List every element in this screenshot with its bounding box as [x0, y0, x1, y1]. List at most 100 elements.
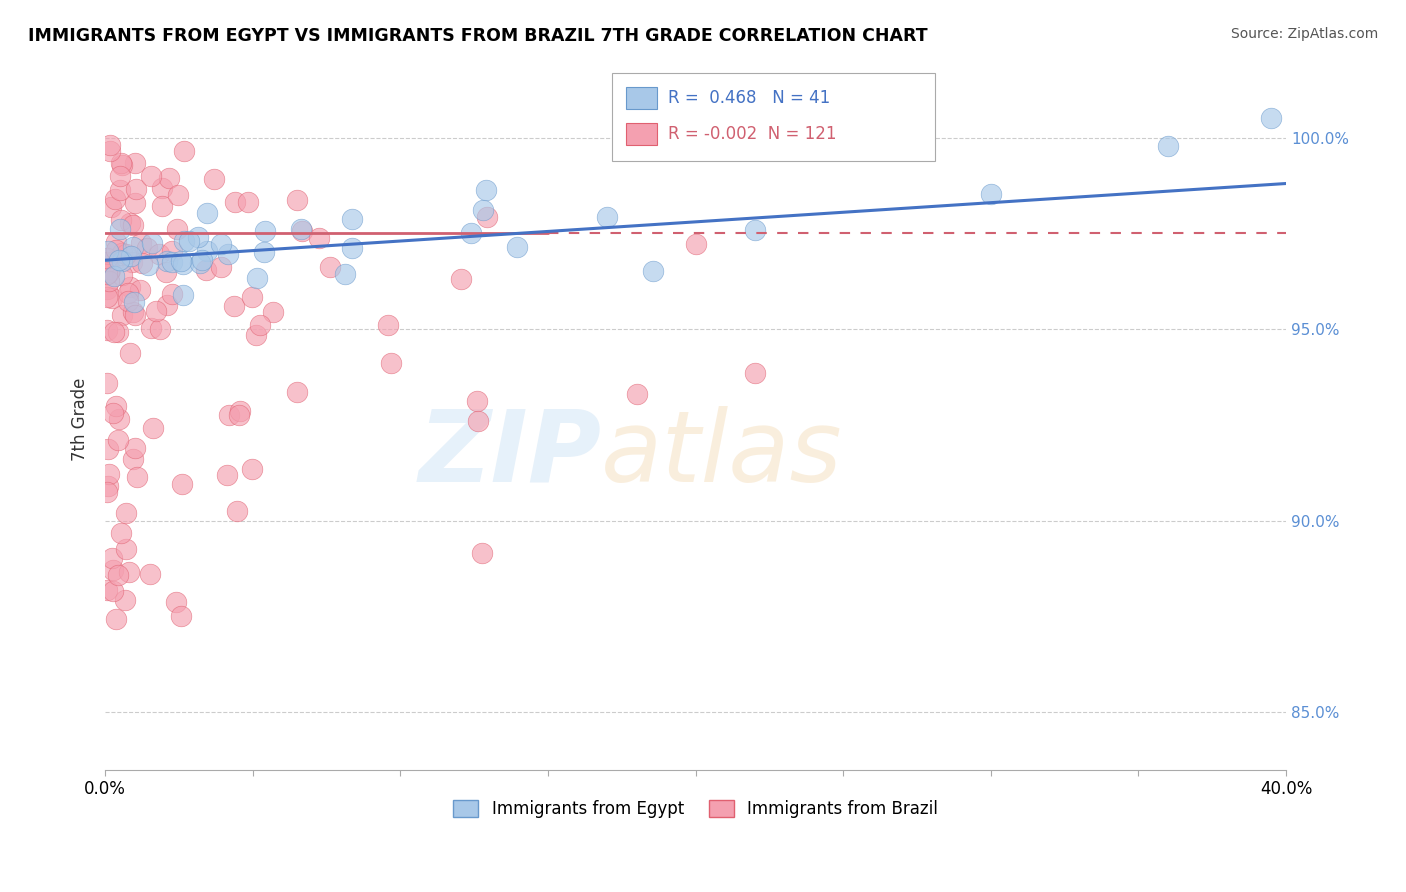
Point: [100, 138, 122, 153]
Point: [150, 180, 173, 194]
Point: [1157, 139, 1180, 153]
Point: [110, 246, 132, 260]
Point: [1260, 112, 1282, 126]
Point: [135, 241, 157, 255]
Point: [165, 595, 187, 609]
Point: [96, 267, 118, 281]
Point: [115, 246, 138, 260]
Point: [111, 308, 134, 322]
Point: [229, 404, 252, 418]
Point: [121, 255, 143, 269]
Text: IMMIGRANTS FROM EGYPT VS IMMIGRANTS FROM BRAZIL 7TH GRADE CORRELATION CHART: IMMIGRANTS FROM EGYPT VS IMMIGRANTS FROM…: [28, 27, 928, 45]
Point: [188, 256, 211, 270]
Point: [101, 291, 124, 305]
Point: [124, 294, 146, 309]
Point: [149, 321, 172, 335]
Point: [308, 231, 330, 245]
Point: [744, 223, 766, 237]
Point: [380, 356, 402, 370]
Point: [471, 203, 494, 218]
Point: [980, 187, 1002, 202]
Point: [209, 260, 232, 274]
Text: R = -0.002  N = 121: R = -0.002 N = 121: [668, 125, 837, 143]
Point: [145, 304, 167, 318]
Point: [107, 434, 129, 448]
Point: [246, 271, 269, 285]
Point: [335, 267, 357, 281]
Point: [114, 593, 136, 607]
Point: [96, 251, 118, 265]
Point: [100, 201, 122, 215]
Point: [187, 230, 209, 244]
Point: [641, 263, 664, 277]
Point: [97, 467, 120, 482]
Point: [131, 256, 153, 270]
Point: [340, 241, 363, 255]
Point: [262, 305, 284, 319]
Point: [105, 235, 128, 249]
Point: [103, 268, 125, 283]
Point: [108, 412, 131, 426]
Point: [465, 394, 488, 409]
Point: [96, 582, 118, 597]
Point: [340, 212, 363, 227]
Point: [142, 421, 165, 435]
Point: [685, 236, 707, 251]
Point: [136, 258, 159, 272]
Point: [190, 252, 212, 267]
Point: [475, 184, 498, 198]
Point: [118, 216, 141, 230]
Point: [107, 567, 129, 582]
Point: [236, 194, 259, 209]
Point: [195, 205, 218, 219]
Point: [470, 545, 492, 559]
Point: [224, 195, 246, 210]
Point: [107, 325, 129, 339]
Point: [103, 583, 125, 598]
Point: [139, 567, 162, 582]
Point: [114, 542, 136, 557]
Point: [245, 328, 267, 343]
Point: [226, 504, 249, 518]
Point: [744, 366, 766, 380]
Point: [460, 226, 482, 240]
Point: [103, 254, 125, 268]
Point: [117, 293, 139, 308]
Point: [150, 199, 173, 213]
Point: [98, 265, 121, 279]
Point: [290, 221, 312, 235]
Point: [110, 156, 132, 170]
Point: [96, 376, 118, 391]
Text: ZIP: ZIP: [418, 406, 602, 503]
Point: [319, 260, 342, 275]
Point: [124, 441, 146, 455]
Point: [96, 282, 118, 296]
Point: [104, 399, 127, 413]
Point: [124, 308, 146, 322]
Point: [450, 271, 472, 285]
Point: [173, 144, 195, 158]
Point: [120, 280, 142, 294]
Point: [156, 253, 179, 268]
Point: [162, 286, 184, 301]
Point: [96, 323, 118, 337]
Point: [110, 526, 132, 541]
Point: [108, 252, 131, 267]
Point: [98, 144, 121, 158]
Text: atlas: atlas: [602, 406, 842, 503]
Point: [170, 254, 193, 268]
Point: [626, 387, 648, 401]
Point: [125, 182, 148, 196]
Point: [173, 234, 195, 248]
Point: [97, 442, 120, 457]
Point: [96, 254, 118, 268]
Point: [477, 210, 499, 224]
Point: [253, 244, 276, 259]
Point: [155, 265, 177, 279]
Point: [103, 563, 125, 577]
Point: [121, 305, 143, 319]
Point: [253, 224, 276, 238]
Point: [215, 468, 238, 483]
Point: [166, 221, 188, 235]
Point: [172, 257, 194, 271]
